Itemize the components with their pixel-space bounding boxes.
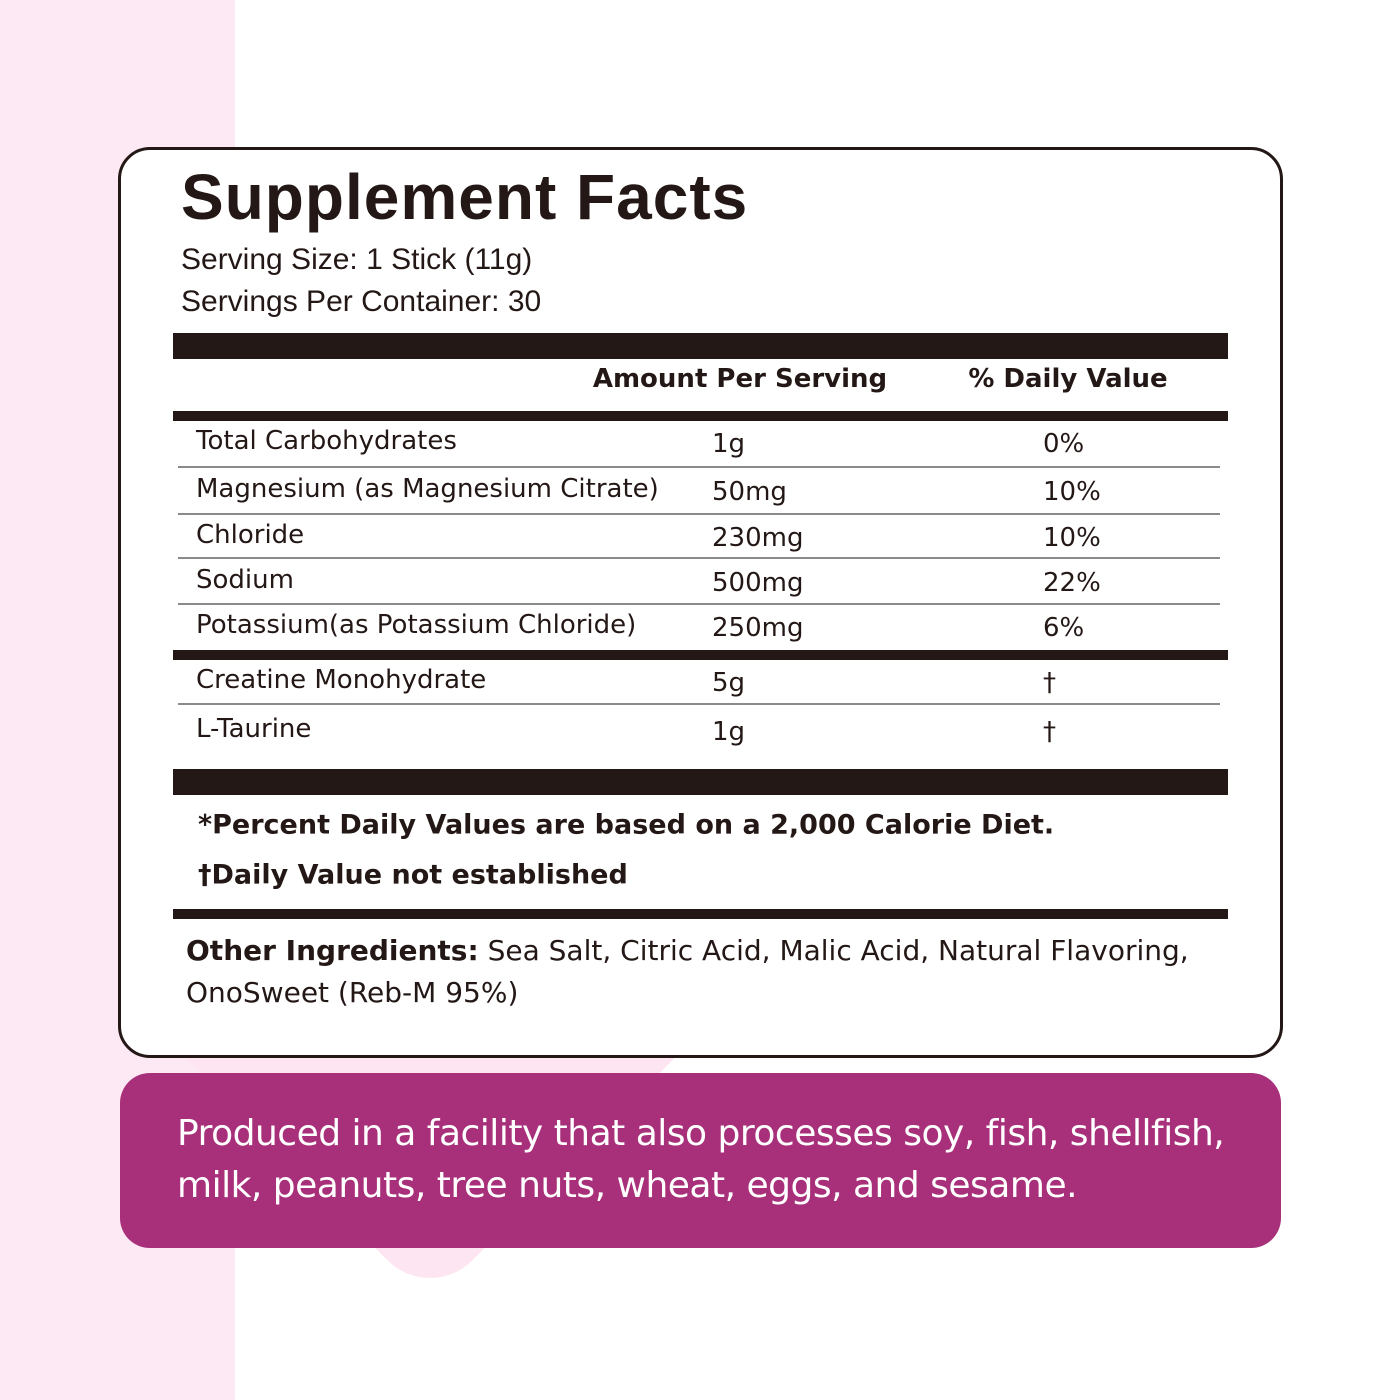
row-rule [178,557,1220,559]
rule [173,333,1228,359]
facts-card [118,147,1283,1058]
rule [173,411,1228,421]
daily-value: 6% [1043,613,1085,643]
nutrient-name: Chloride [196,520,305,550]
nutrient-name: L-Taurine [196,714,312,744]
other-ingredients-label: Other Ingredients: [186,934,479,967]
rule [173,650,1228,660]
column-header: % Daily Value [968,364,1168,394]
allergen-notice: Produced in a facility that also process… [177,1113,1225,1206]
amount: 230mg [712,523,804,553]
daily-value: 22% [1043,568,1101,598]
daily-value: 0% [1043,429,1085,459]
row-rule [178,603,1220,605]
nutrient-name: Potassium(as Potassium Chloride) [196,610,637,640]
servings-per-container: Servings Per Container: 30 [181,285,542,318]
footnote: *Percent Daily Values are based on a 2,0… [198,809,1055,841]
nutrient-name: Sodium [196,565,294,595]
amount: 500mg [712,568,804,598]
daily-value: † [1043,668,1056,698]
allergen-box [120,1073,1281,1248]
nutrient-name: Magnesium (as Magnesium Citrate) [196,474,659,504]
footnote: †Daily Value not established [198,859,628,891]
row-rule [178,513,1220,515]
serving-size: Serving Size: 1 Stick (11g) [181,243,533,276]
rule [173,909,1228,919]
amount: 250mg [712,613,804,643]
row-rule [178,703,1220,705]
nutrient-name: Creatine Monohydrate [196,665,487,695]
rule [173,769,1228,795]
title: Supplement Facts [181,161,749,233]
other-ingredients-text: Sea Salt, Citric Acid, Malic Acid, Natur… [186,934,1189,1009]
amount: 50mg [712,477,787,507]
daily-value: 10% [1043,523,1101,553]
daily-value: 10% [1043,477,1101,507]
other-ingredients: Other Ingredients: Sea Salt, Citric Acid… [186,930,1196,1014]
amount: 1g [712,717,746,747]
nutrient-name: Total Carbohydrates [196,426,457,456]
amount: 1g [712,429,746,459]
row-rule [178,466,1220,468]
amount: 5g [712,668,746,698]
daily-value: † [1043,717,1056,747]
column-header: Amount Per Serving [592,364,888,394]
